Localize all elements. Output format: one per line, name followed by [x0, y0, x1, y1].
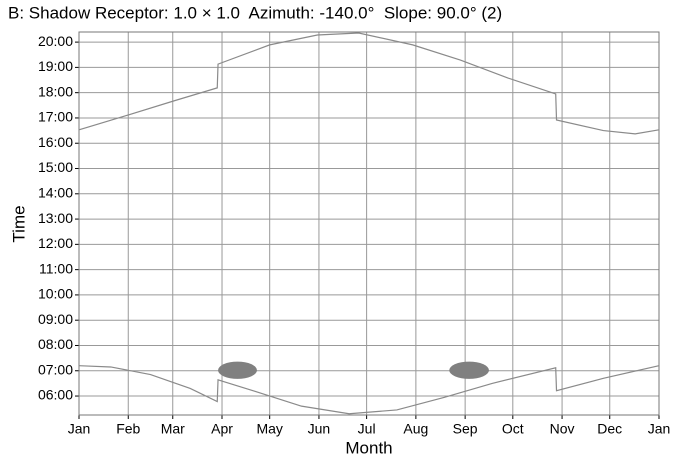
y-tick-label: 13:00 [38, 210, 73, 226]
shadow-period [449, 361, 489, 379]
y-tick-label: 20:00 [38, 33, 73, 49]
x-tick-label: Jan [648, 421, 671, 437]
y-tick-label: 11:00 [39, 260, 73, 276]
shadow-period [218, 361, 257, 379]
y-tick-label: 12:00 [38, 235, 73, 251]
x-tick-label: Aug [403, 421, 428, 437]
y-tick-label: 06:00 [38, 387, 73, 403]
y-tick-label: 18:00 [38, 83, 73, 99]
x-tick-label: Apr [211, 421, 233, 437]
y-tick-label: 19:00 [38, 58, 73, 74]
y-tick-label: 10:00 [38, 286, 73, 302]
x-axis-label: Month [345, 438, 392, 457]
x-tick-label: Dec [597, 421, 622, 437]
x-tick-label: Jan [68, 421, 91, 437]
y-tick-label: 07:00 [38, 361, 73, 377]
y-tick-label: 09:00 [38, 311, 73, 327]
y-axis-label: Time [9, 205, 28, 242]
plot-frame [78, 31, 660, 416]
y-tick-label: 08:00 [38, 336, 73, 352]
series-line [78, 32, 660, 135]
x-tick-label: Mar [161, 421, 185, 437]
chart-title: B: Shadow Receptor: 1.0 × 1.0 Azimuth: -… [8, 3, 502, 22]
x-tick-label: Jun [308, 421, 331, 437]
x-tick-label: Nov [550, 421, 575, 437]
x-tick-label: Feb [116, 421, 140, 437]
y-tick-label: 16:00 [38, 134, 73, 150]
x-tick-label: Jul [358, 421, 376, 437]
x-tick-label: Sep [453, 421, 478, 437]
series-line [78, 365, 660, 415]
x-tick-label: May [256, 421, 282, 437]
y-tick-label: 15:00 [38, 159, 73, 175]
y-tick-label: 17:00 [38, 109, 73, 125]
x-tick-label: Oct [502, 421, 524, 437]
y-tick-label: 14:00 [38, 184, 73, 200]
